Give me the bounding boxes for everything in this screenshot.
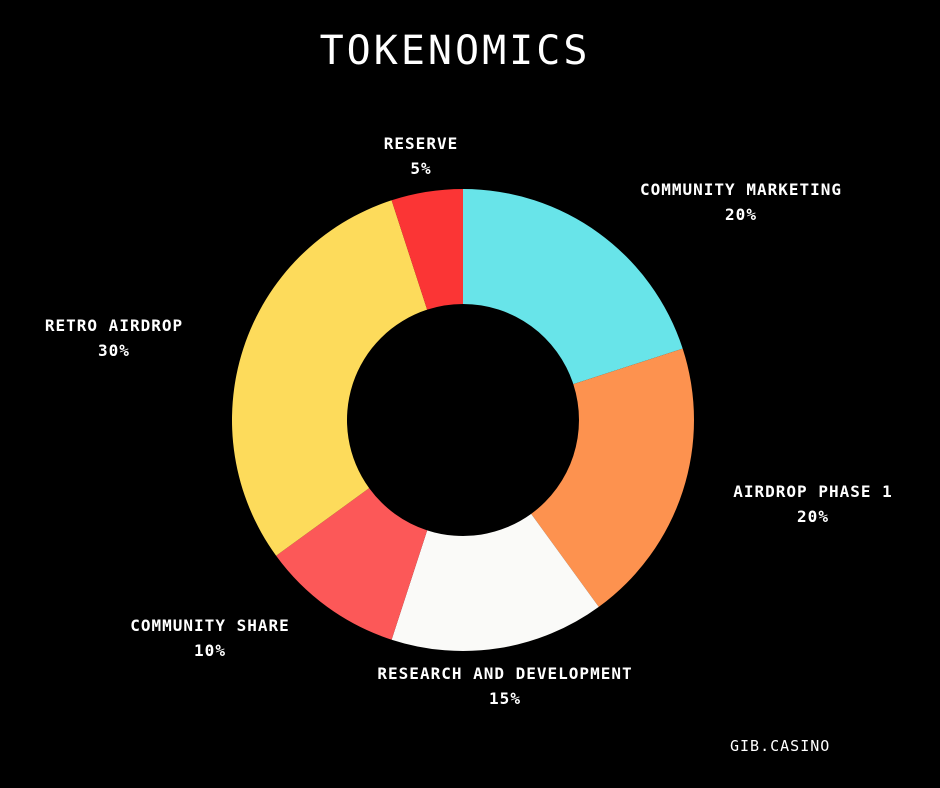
chart-title: TOKENOMICS: [319, 28, 591, 74]
slice-retro-airdrop: [231, 200, 428, 556]
slice-name: COMMUNITY SHARE: [130, 616, 290, 635]
slice-value: 10%: [194, 641, 226, 660]
slice-community-share: [276, 488, 428, 640]
slice-value: 20%: [725, 205, 757, 224]
slice-name: RESEARCH AND DEVELOPMENT: [377, 664, 633, 683]
slice-label-community-marketing: COMMUNITY MARKETING 20%: [640, 177, 842, 227]
slice-value: 15%: [489, 689, 521, 708]
slice-label-community-share: COMMUNITY SHARE 10%: [130, 613, 290, 663]
slice-name: RETRO AIRDROP: [44, 316, 184, 335]
brand-footer: GIB.CASINO: [730, 737, 831, 755]
slice-name: COMMUNITY MARKETING: [639, 180, 843, 199]
slice-community-marketing: [463, 189, 683, 385]
slice-label-retro-airdrop: RETRO AIRDROP 30%: [45, 313, 183, 363]
slice-name: RESERVE: [383, 134, 459, 153]
slice-reserve: [391, 189, 463, 310]
slice-airdrop-phase-1: [531, 348, 694, 607]
slice-value: 20%: [797, 507, 829, 526]
slice-label-reserve: RESERVE 5%: [384, 131, 458, 181]
slice-label-airdrop-phase-1: AIRDROP PHASE 1 20%: [733, 479, 893, 529]
slice-label-research-and-development: RESEARCH AND DEVELOPMENT 15%: [377, 661, 632, 711]
slice-research-and-development: [391, 513, 599, 651]
slice-name: AIRDROP PHASE 1: [733, 482, 893, 501]
slice-value: 30%: [98, 341, 130, 360]
slice-value: 5%: [410, 159, 432, 178]
